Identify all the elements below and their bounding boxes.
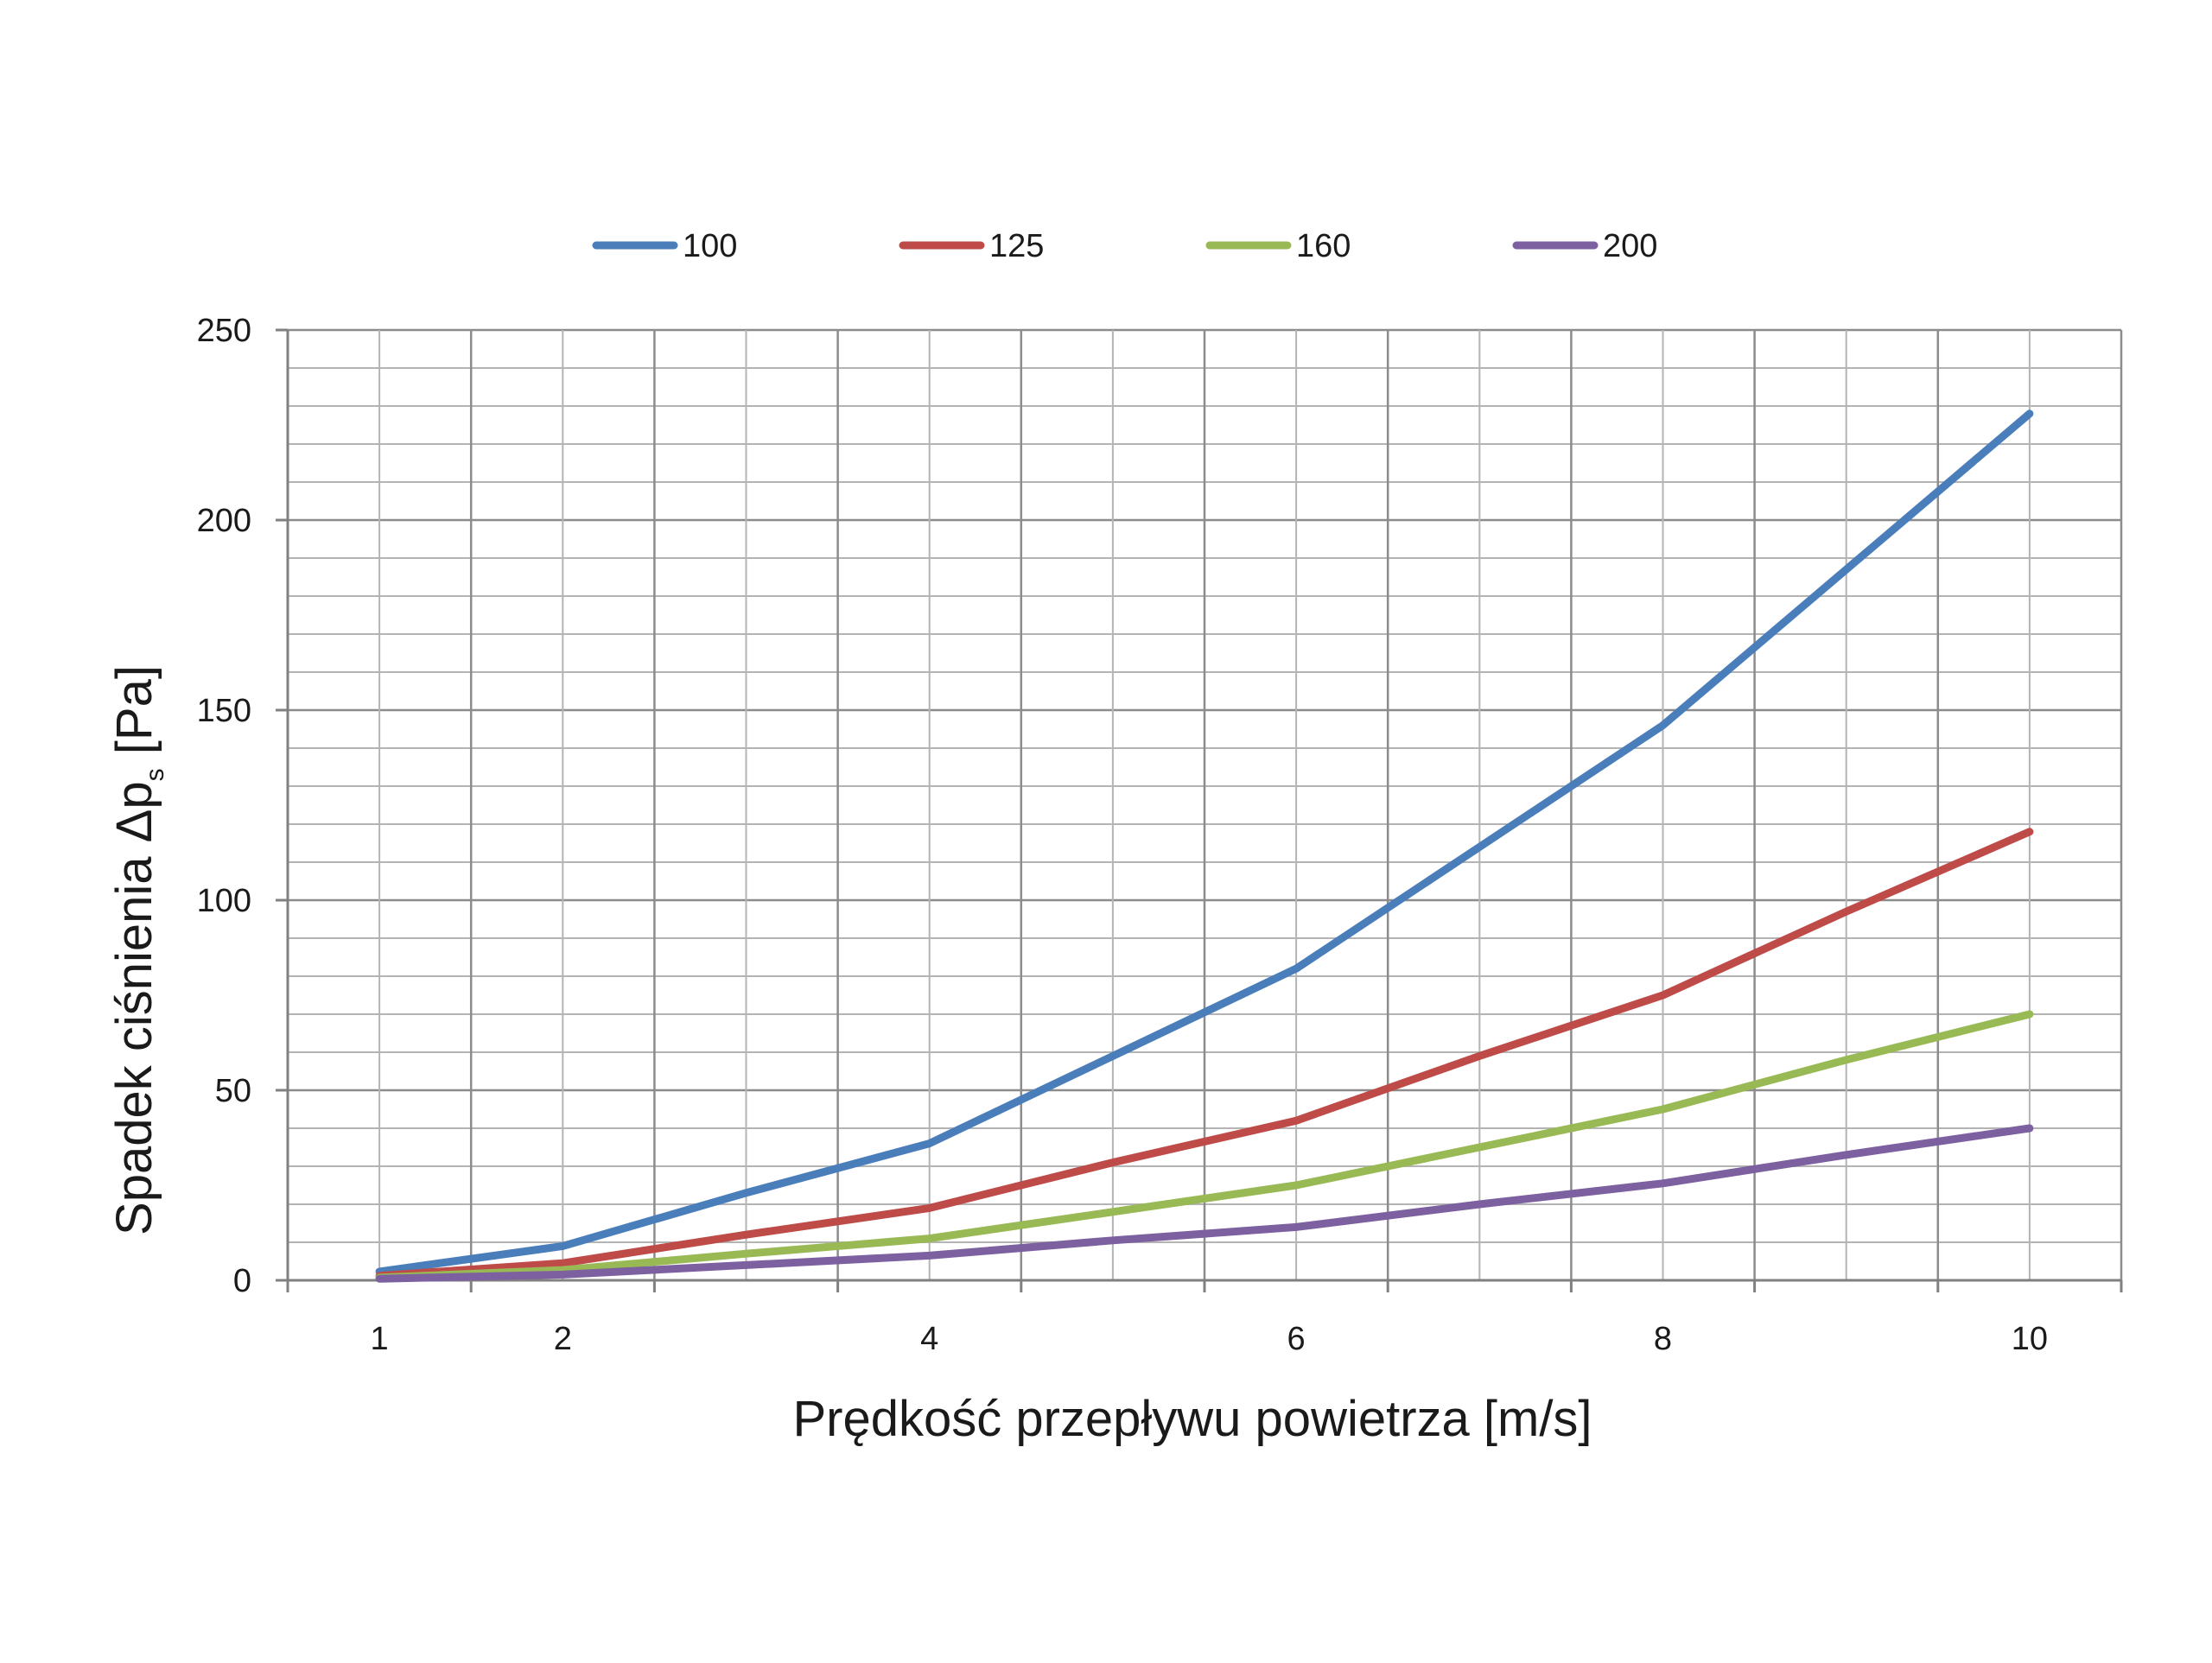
tick-labels: 0 50 100 150 200 250 1 2 4 6 8 10 [197, 313, 2048, 1357]
legend-label-100: 100 [683, 228, 737, 264]
legend-label-200: 200 [1603, 228, 1657, 264]
series-line-100 [375, 409, 2034, 1276]
y-axis-title-subscript: s [141, 768, 169, 781]
x-tick-label: 10 [2012, 1321, 2048, 1357]
y-tick-label: 200 [197, 503, 251, 539]
y-tick-label: 150 [197, 693, 251, 729]
legend-label-125: 125 [989, 228, 1044, 264]
y-tick-label: 100 [197, 883, 251, 919]
x-tick-label: 6 [1287, 1321, 1306, 1357]
axes [276, 328, 2123, 1292]
y-tick-label: 0 [233, 1263, 251, 1299]
grid [286, 328, 2123, 1282]
y-tick-label: 50 [215, 1073, 251, 1109]
series-line-125 [375, 828, 2034, 1280]
x-tick-label: 8 [1654, 1321, 1672, 1357]
x-tick-label: 4 [920, 1321, 938, 1357]
y-axis-title: Spadek ciśnienia Δps [Pa] [106, 665, 169, 1235]
series-line-160 [375, 1010, 2034, 1282]
x-tick-label: 2 [554, 1321, 572, 1357]
y-axis-title-main: Spadek ciśnienia Δp [106, 781, 162, 1235]
series-line-200 [375, 1124, 2034, 1283]
x-tick-label: 1 [371, 1321, 389, 1357]
x-axis-title: Prędkość przepływu powietrza [m/s] [792, 1391, 1592, 1447]
legend-label-160: 160 [1296, 228, 1351, 264]
series-lines [375, 409, 2034, 1283]
legend: 100 125 160 200 [592, 228, 1657, 264]
y-tick-label: 250 [197, 313, 251, 349]
y-axis-title-unit: [Pa] [106, 665, 162, 768]
